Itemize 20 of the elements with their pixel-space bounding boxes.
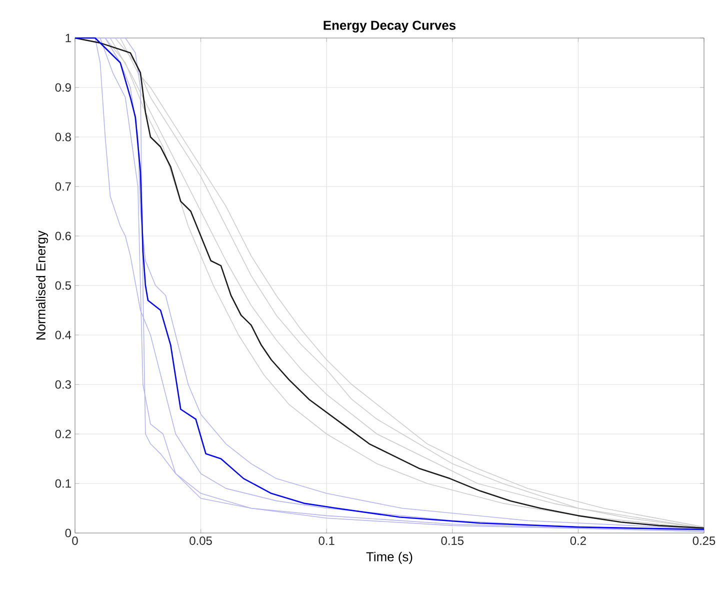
y-tick-label: 0.8 [55,132,71,142]
y-axis-title: Normalised Energy [36,230,48,340]
y-tick-label: 0.9 [55,83,71,92]
y-tick-label: 0.7 [55,182,71,191]
y-tick-label: 0.3 [55,380,71,389]
y-tick-label: 0.4 [55,330,72,340]
x-tick-label: 0.1 [318,536,334,545]
y-tick-label: 1 [66,34,71,42]
x-axis-title: Time (s) [366,552,412,564]
y-tick-label: 0.5 [55,281,71,290]
y-tick-label: 0 [65,528,72,538]
x-tick-label: 0.25 [692,536,716,545]
x-tick-label: 0 [72,536,78,545]
y-tick-label: 0.6 [55,232,71,240]
chart-title: Energy Decay Curves [324,20,456,33]
x-tick-label: 0.05 [190,536,212,545]
x-tick-label: 0.2 [570,536,586,545]
y-tick-label: 0.1 [55,479,71,488]
y-tick-label: 0.2 [55,430,71,438]
x-tick-label: 0.15 [441,536,464,545]
